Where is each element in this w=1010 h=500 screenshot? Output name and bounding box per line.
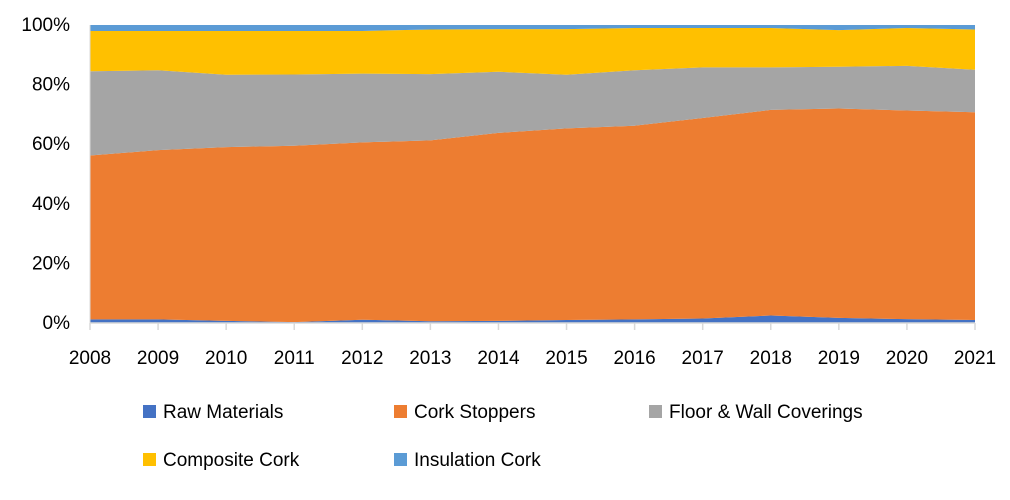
x-tick-label: 2009 bbox=[137, 348, 179, 369]
x-tick-label: 2019 bbox=[818, 348, 860, 369]
y-tick-label: 60% bbox=[32, 134, 70, 155]
x-tick-label: 2012 bbox=[341, 348, 383, 369]
area-composite-cork bbox=[90, 27, 975, 75]
legend-swatch bbox=[394, 453, 407, 466]
x-tick-label: 2011 bbox=[274, 348, 315, 369]
legend-label: Composite Cork bbox=[163, 450, 300, 471]
axes bbox=[89, 25, 975, 324]
area-raw-materials bbox=[90, 315, 975, 323]
legend: Raw Materials Cork Stoppers Floor & Wall C… bbox=[143, 402, 863, 471]
legend-item-cork-stoppers: Cork Stoppers bbox=[394, 402, 535, 423]
area-insulation-cork bbox=[90, 25, 975, 31]
area-floor-and-wall-coverings bbox=[90, 65, 975, 156]
x-tick-label: 2015 bbox=[545, 348, 587, 369]
y-tick-label: 100% bbox=[21, 15, 70, 36]
y-tick-labels: 0% 20% 40% 60% 80% 100% bbox=[21, 15, 70, 334]
legend-item-raw-materials: Raw Materials bbox=[143, 402, 283, 423]
area-cork-stoppers bbox=[90, 108, 975, 323]
legend-label: Cork Stoppers bbox=[414, 402, 535, 423]
legend-swatch bbox=[143, 453, 156, 466]
x-tick-label: 2017 bbox=[682, 348, 724, 369]
legend-swatch bbox=[649, 405, 662, 418]
x-tick-label: 2010 bbox=[205, 348, 247, 369]
x-tick-label: 2014 bbox=[477, 348, 520, 369]
x-tick-label: 2020 bbox=[886, 348, 928, 369]
x-tick-label: 2013 bbox=[409, 348, 451, 369]
plot-areas bbox=[90, 25, 975, 323]
x-tick-label: 2021 bbox=[954, 348, 996, 369]
x-tick-label: 2018 bbox=[750, 348, 792, 369]
legend-label: Insulation Cork bbox=[414, 450, 541, 471]
y-tick-label: 20% bbox=[32, 253, 70, 274]
x-tick-label: 2016 bbox=[613, 348, 655, 369]
legend-label: Floor & Wall Coverings bbox=[669, 402, 863, 423]
legend-item-floor-and-wall-coverings: Floor & Wall Coverings bbox=[649, 402, 863, 423]
legend-label: Raw Materials bbox=[163, 402, 283, 423]
x-tick-label: 2008 bbox=[69, 348, 111, 369]
y-tick-label: 40% bbox=[32, 194, 70, 215]
legend-swatch bbox=[394, 405, 407, 418]
x-tick-labels: 2008 2009 2010 2011 2012 2013 2014 2015 2016 2017… bbox=[69, 323, 996, 369]
legend-swatch bbox=[143, 405, 156, 418]
legend-item-insulation-cork: Insulation Cork bbox=[394, 450, 541, 471]
legend-item-composite-cork: Composite Cork bbox=[143, 450, 300, 471]
y-tick-label: 80% bbox=[32, 75, 70, 96]
y-tick-label: 0% bbox=[43, 313, 71, 334]
